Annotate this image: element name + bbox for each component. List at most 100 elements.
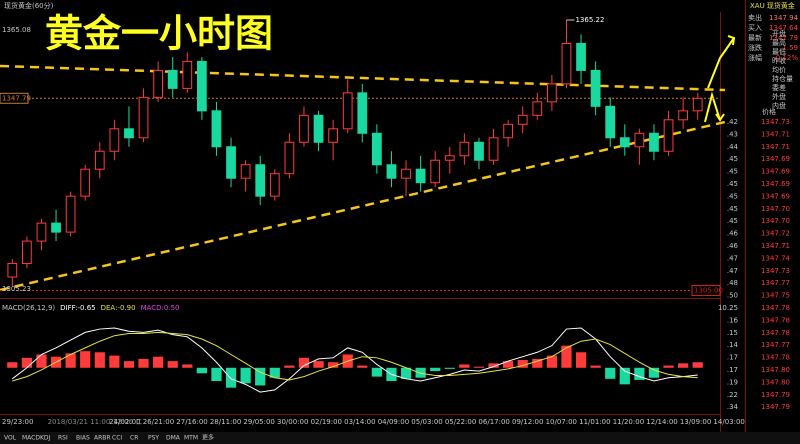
candle-body: [663, 119, 674, 152]
candle-body: [269, 173, 280, 197]
candle-body: [649, 132, 659, 152]
quote-label: 涨幅: [748, 53, 762, 62]
divider: [745, 0, 746, 432]
axis-label: .43: [727, 130, 738, 138]
x-label: 09/12:00: [512, 418, 543, 426]
quote-value: 1347.64: [769, 24, 798, 32]
quote-value: 1.59: [782, 44, 798, 52]
axis-label: .16: [727, 316, 739, 324]
reference-label: 1347.79: [2, 94, 31, 102]
macd-bar: [328, 362, 339, 368]
tick-price: 1347.71: [761, 242, 790, 250]
tick-price: 1347.74: [761, 254, 790, 262]
macd-bar: [36, 354, 47, 368]
tick-price: 1347.71: [761, 130, 790, 138]
axis-label: .46: [727, 230, 739, 238]
tick-price: 1347.78: [761, 304, 790, 312]
candle-body: [459, 141, 470, 157]
macd-bar: [138, 358, 149, 368]
tick-price: 1347.69: [761, 155, 790, 163]
x-label: 05/03:00: [411, 418, 442, 426]
reference-label-box: [0, 92, 29, 104]
candle-body: [357, 92, 368, 134]
tick-price: 1347.73: [761, 267, 790, 275]
tick-price: 1347.77: [761, 279, 790, 287]
axis-label: .14: [727, 341, 739, 349]
quote-field: 开盘: [772, 29, 786, 38]
candle-body: [547, 83, 557, 103]
quote-label: 买入: [748, 24, 762, 32]
tick-price: 1347.79: [761, 391, 790, 399]
candle-body: [590, 69, 601, 107]
axis-label: .47: [727, 267, 738, 275]
candle-body: [51, 222, 61, 233]
macd-bar: [415, 367, 426, 378]
quote-field: 昨收: [772, 56, 786, 65]
axis-label: .45: [727, 192, 738, 200]
macd-bar: [240, 367, 251, 384]
candle-body: [153, 69, 163, 98]
x-label: 28/11:00: [210, 418, 241, 426]
macd-bar: [459, 364, 470, 368]
quote-label: 卖出: [748, 13, 762, 22]
tab: MTM: [184, 435, 198, 442]
axis-label: .50: [727, 292, 738, 300]
quote-field: 内盘: [772, 101, 786, 110]
quote-field: 外盘: [772, 92, 786, 101]
macd-bar: [94, 352, 105, 368]
macd-header: MACD(26,12,9): [2, 304, 55, 312]
axis-label: .45: [727, 180, 738, 188]
candle-body: [605, 105, 616, 139]
symbol: XAU 现货黄金: [750, 1, 795, 10]
x-label: 10/07:00: [546, 418, 577, 426]
axis-label: .22: [727, 391, 738, 399]
macd-bar: [473, 366, 485, 368]
tick-price: 1347.69: [761, 192, 790, 200]
x-label: 02/19:00: [311, 418, 342, 426]
divider: [0, 414, 720, 415]
macd-bar: [298, 357, 310, 368]
quote-field: 最高: [772, 38, 786, 47]
tab: VOL: [4, 435, 17, 442]
macd-bar: [109, 355, 120, 368]
tab: CCI: [112, 435, 122, 442]
x-label: 12/14:00: [646, 418, 677, 426]
macd-bar: [663, 365, 674, 368]
divider: [720, 12, 721, 432]
macd-bar: [211, 367, 222, 382]
x-label: 06/17:00: [478, 418, 509, 426]
macd-bar: [444, 367, 455, 369]
axis-label: .34: [727, 403, 739, 411]
candle-body: [561, 42, 572, 85]
axis-label: .17: [727, 354, 738, 362]
candle-body: [109, 128, 120, 152]
macd-bar: [7, 362, 18, 368]
macd-bar: [488, 363, 499, 368]
candle-body: [284, 141, 295, 175]
axis-label: .42: [727, 118, 738, 126]
peak-label: 1365.22: [575, 16, 604, 24]
tab: KDJ: [40, 435, 51, 442]
axis-label: .17: [727, 366, 738, 374]
x-label: 13/09:00: [680, 418, 711, 426]
macd-bar: [532, 358, 543, 368]
tick-price: 1347.79: [761, 403, 790, 411]
quote-value: 1347.79: [769, 34, 798, 42]
tab: DMA: [166, 435, 181, 442]
candle-body: [36, 222, 47, 242]
candle-body: [474, 141, 484, 161]
macd-header: MACD:0.50: [141, 304, 180, 312]
macd-bar: [357, 365, 368, 368]
macd-bar: [196, 367, 207, 374]
macd-bar: [561, 345, 572, 368]
tab: BIAS: [76, 435, 90, 442]
macd-bar: [167, 361, 178, 368]
macd-bar: [182, 364, 193, 368]
macd-bar: [284, 365, 295, 368]
candle-body: [313, 114, 324, 143]
x-label: 03/14:00: [344, 418, 375, 426]
quote-field: 委差: [772, 83, 786, 92]
reference-label: 1305.00: [694, 287, 723, 295]
macd-bar: [619, 367, 630, 385]
